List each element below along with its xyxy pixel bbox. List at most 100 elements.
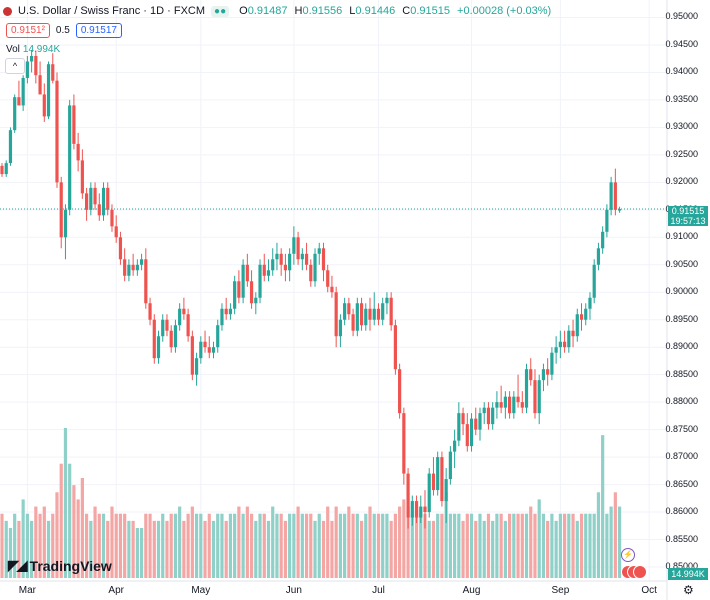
volume-bar — [516, 513, 520, 578]
volume-bar — [97, 513, 101, 578]
buy-price-button[interactable]: 0.91517 — [75, 23, 122, 38]
volume-bar — [55, 492, 59, 578]
candle-body — [275, 253, 279, 260]
candle — [338, 314, 342, 348]
candle — [42, 83, 46, 122]
volume-bar — [351, 513, 355, 578]
settings-gear-icon[interactable]: ⚙ — [683, 583, 694, 597]
volume-bar — [372, 513, 376, 578]
volume-bar — [241, 513, 245, 578]
candle — [72, 94, 76, 150]
volume-bar — [194, 513, 199, 578]
candle — [465, 413, 469, 452]
candle — [262, 253, 266, 282]
candle-body — [601, 231, 605, 249]
candle — [190, 330, 194, 381]
candle-body — [76, 143, 80, 161]
price-tick-label: 0.93000 — [665, 121, 698, 132]
candle-body — [453, 440, 457, 452]
volume-bar — [558, 513, 562, 578]
volume-bar — [85, 513, 89, 578]
volume-bar — [495, 513, 499, 578]
candle-body — [241, 264, 245, 298]
candle-body — [135, 264, 139, 271]
tradingview-logo[interactable]: ◤◢ TradingView — [8, 557, 112, 574]
volume-bar — [139, 528, 144, 578]
candle-body — [42, 94, 46, 117]
candle-body — [224, 308, 228, 315]
candle-body — [440, 457, 444, 502]
ohlc-readout: O0.91487 H0.91556 L0.91446 C0.91515 +0.0… — [235, 5, 551, 17]
candle — [110, 204, 114, 232]
volume-bar — [579, 513, 584, 578]
bar-countdown: 19:57:13 — [670, 216, 706, 226]
candle-body — [546, 369, 550, 375]
candle — [135, 259, 139, 276]
candle-body — [258, 264, 262, 298]
candle — [203, 330, 207, 353]
volume-legend[interactable]: Vol 14.994K — [6, 44, 60, 55]
candle-body — [398, 369, 402, 414]
candle-body — [110, 209, 114, 227]
volume-bar — [359, 520, 364, 578]
candle — [355, 297, 359, 337]
candle — [275, 242, 279, 271]
volume-bar — [304, 513, 309, 578]
candle — [423, 490, 427, 529]
candle-body — [512, 396, 516, 414]
volume-bar — [161, 513, 165, 578]
sell-price-button[interactable]: 0.9151² — [6, 23, 50, 38]
candle — [46, 61, 51, 120]
flash-event-icon[interactable]: ⚡ — [621, 548, 635, 562]
candle — [554, 336, 558, 364]
candle-body — [406, 473, 410, 518]
candle-body — [0, 165, 4, 175]
candle — [427, 468, 431, 518]
price-tick-label: 0.85000 — [665, 561, 698, 571]
volume-bar — [457, 513, 461, 578]
candle-body — [148, 303, 152, 320]
volume-bar — [575, 520, 579, 578]
volume-bar — [292, 513, 296, 578]
candle-body — [503, 396, 507, 408]
candle — [609, 176, 613, 216]
candle — [601, 226, 605, 254]
candle-body — [17, 97, 21, 106]
symbol-title[interactable]: U.S. Dollar / Swiss Franc · 1D · FXCM — [18, 5, 206, 17]
candle-body — [524, 369, 529, 408]
collapse-legend-button[interactable]: ^ — [5, 58, 25, 74]
candle — [304, 242, 309, 271]
candle — [469, 413, 474, 452]
volume-bar — [144, 513, 148, 578]
candle-body — [292, 237, 296, 254]
candle-body — [68, 105, 72, 210]
volume-bar — [453, 513, 457, 578]
candle-body — [304, 253, 309, 265]
volume-bar — [101, 513, 106, 578]
candle — [169, 325, 173, 353]
volume-bar — [93, 506, 97, 578]
ohlc-open-key: O — [239, 5, 248, 17]
candle-body — [144, 259, 148, 304]
candle — [410, 495, 414, 526]
candle — [584, 303, 588, 326]
volume-bar — [562, 513, 567, 578]
candle — [562, 330, 567, 353]
candle — [571, 319, 575, 348]
volume-bar — [266, 520, 271, 578]
volume-bar — [228, 513, 233, 578]
candle — [139, 253, 144, 271]
candle — [575, 308, 579, 342]
market-status-icon[interactable]: ●● — [211, 5, 230, 17]
us-event-icon[interactable] — [633, 565, 647, 579]
volume-bar — [554, 520, 558, 578]
time-tick-label: Jun — [285, 585, 302, 596]
last-price-tag: 0.91515 19:57:13 — [668, 206, 708, 226]
volume-bar — [499, 513, 503, 578]
volume-bar — [503, 520, 507, 578]
candle-body — [562, 341, 567, 348]
volume-bar — [596, 492, 601, 578]
candle-body — [80, 160, 84, 194]
candle — [148, 297, 152, 326]
